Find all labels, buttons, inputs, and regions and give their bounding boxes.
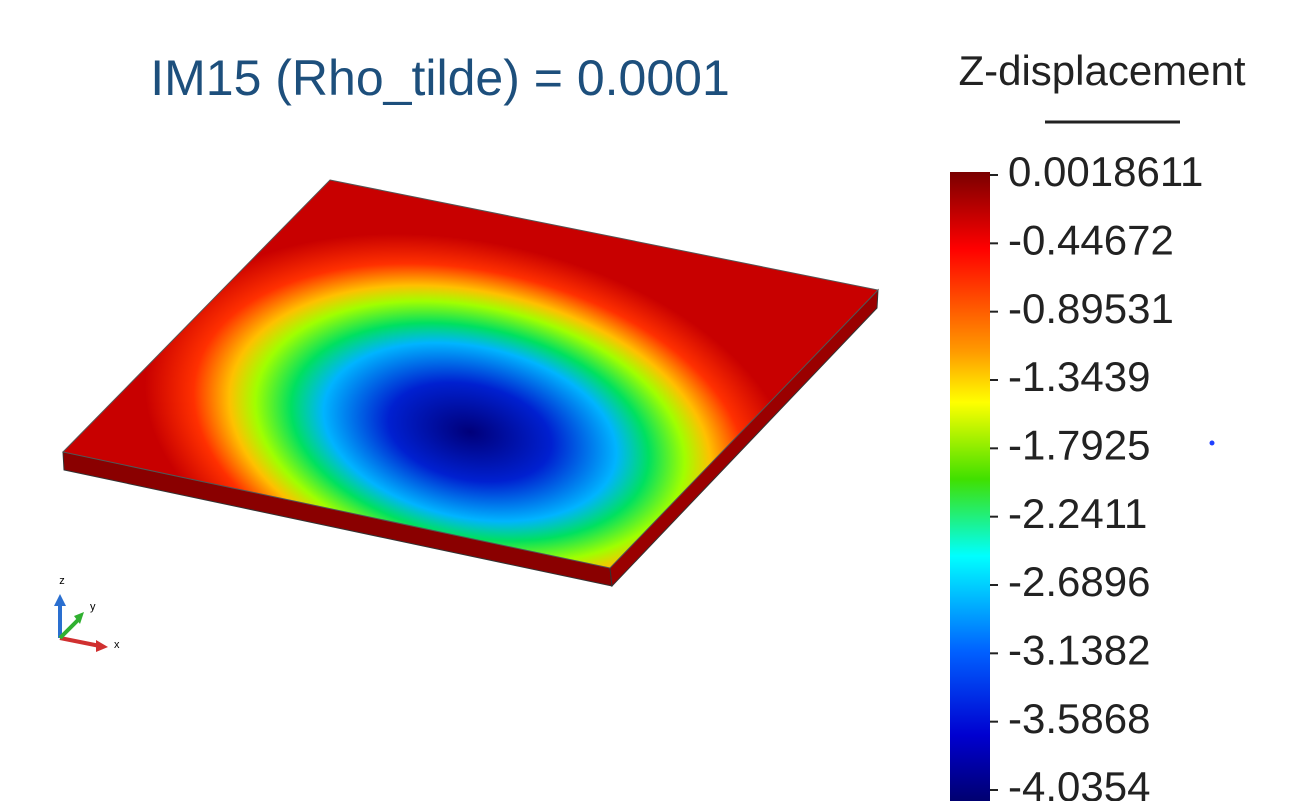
plot-title: IM15 (Rho_tilde) = 0.0001 xyxy=(150,50,730,106)
z-label: z xyxy=(59,575,65,587)
colorbar-tick-label: -4.0354 xyxy=(1008,763,1150,801)
colorbar-tick-label: -0.89531 xyxy=(1008,285,1174,332)
x-arrow-head xyxy=(96,640,108,652)
colorbar-tick-label: 0.0018611 xyxy=(1008,148,1203,195)
axis-triad: z y x xyxy=(54,575,120,652)
colorbar-tick-label: -2.2411 xyxy=(1008,490,1147,537)
colorbar-tick-label: -3.1382 xyxy=(1008,626,1150,673)
colorbar-title: Z-displacement xyxy=(958,47,1245,94)
colorbar xyxy=(950,172,990,801)
colorbar-tick-label: -1.7925 xyxy=(1008,421,1150,468)
colorbar-tick-label: -2.6896 xyxy=(1008,558,1150,605)
cursor-dot xyxy=(1210,441,1215,446)
viewport: IM15 (Rho_tilde) = 0.0001 z y x Z-displa… xyxy=(0,0,1303,801)
x-arrow xyxy=(60,638,100,646)
plate xyxy=(63,180,878,586)
z-arrow-head xyxy=(54,594,66,606)
x-label: x xyxy=(114,639,120,651)
y-label: y xyxy=(90,601,96,613)
colorbar-tick-label: -1.3439 xyxy=(1008,353,1150,400)
y-arrow xyxy=(60,618,80,638)
plate-top xyxy=(63,180,878,568)
colorbar-tick-label: -3.5868 xyxy=(1008,695,1150,742)
colorbar-tick-label: -0.44672 xyxy=(1008,216,1174,263)
